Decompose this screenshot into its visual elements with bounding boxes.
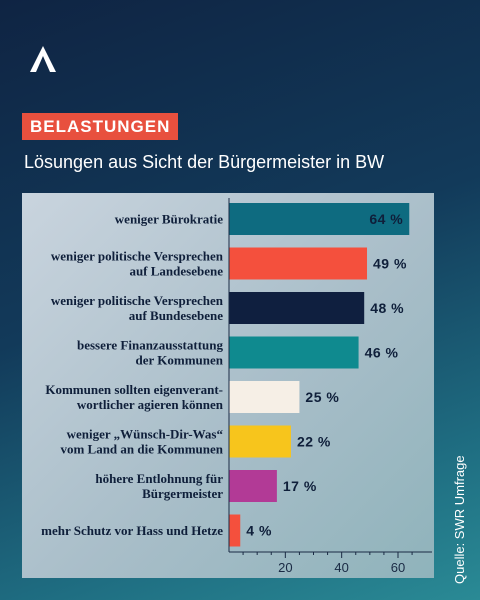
category-label-5: Kommunen sollten eigenverant-wortlicher … — [45, 382, 223, 412]
x-tick-label-60: 60 — [391, 560, 405, 575]
x-tick-label-20: 20 — [278, 560, 292, 575]
x-tick-label-40: 40 — [334, 560, 348, 575]
bar-5 — [229, 381, 300, 413]
brand-logo-icon — [30, 46, 56, 72]
topic-badge: BELASTUNGEN — [22, 113, 179, 140]
category-label-7: höhere Entlohnung für Bürgermeister — [95, 471, 223, 501]
chart-subtitle: Lösungen aus Sicht der Bürgermeister in … — [24, 152, 385, 172]
value-label-4: 46 % — [365, 345, 399, 361]
bar-3 — [229, 292, 365, 324]
bar-1 — [229, 203, 410, 235]
value-label-2: 49 % — [373, 256, 407, 272]
value-label-6: 22 % — [297, 434, 331, 450]
bar-4 — [229, 336, 359, 369]
bar-2 — [229, 247, 368, 280]
bar-7 — [229, 470, 277, 502]
source-note: Quelle: SWR Umfrage — [452, 455, 467, 584]
bar-8 — [229, 514, 241, 547]
category-label-6: weniger „Wünsch-Dir-Was“ vom Land an die … — [60, 427, 223, 457]
category-label-2: weniger politische Versprechen auf Landes… — [51, 249, 224, 279]
bar-6 — [229, 425, 291, 458]
value-label-8: 4 % — [246, 523, 272, 539]
category-label-8: mehr Schutz vor Hass und Hetze — [41, 523, 223, 538]
category-label-1: weniger Bürokratie — [115, 212, 223, 227]
value-label-7: 17 % — [283, 478, 317, 494]
category-label-3: weniger politische Versprechen auf Bundes… — [51, 293, 224, 323]
value-label-3: 48 % — [370, 300, 404, 316]
category-label-4: bessere Finanzausstattung der Kommunen — [77, 338, 224, 368]
value-label-1: 64 % — [369, 211, 403, 227]
value-label-5: 25 % — [305, 389, 339, 405]
